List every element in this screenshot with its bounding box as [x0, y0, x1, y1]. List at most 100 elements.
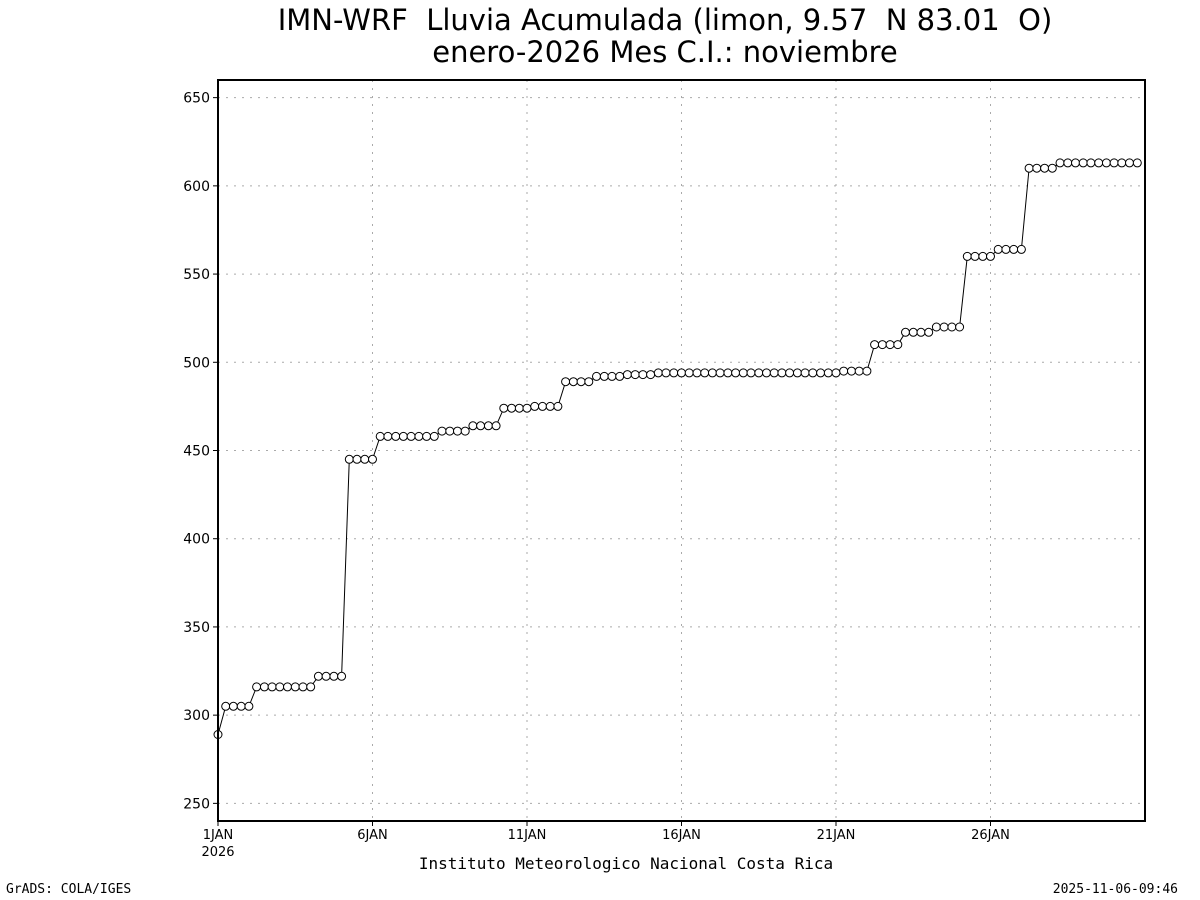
data-point [947, 322, 957, 332]
data-point [275, 682, 285, 692]
data-point [483, 421, 493, 431]
data-point [306, 682, 316, 692]
data-point [1125, 158, 1134, 168]
data-point [352, 454, 362, 464]
data-point [939, 322, 949, 332]
x-tick-label: 21JAN [817, 828, 856, 843]
data-point [538, 401, 547, 411]
data-point [769, 368, 779, 378]
data-point [870, 340, 880, 350]
data-point [700, 368, 710, 378]
data-point [885, 340, 895, 350]
data-point [499, 403, 509, 413]
data-point [638, 370, 648, 380]
data-point [738, 368, 748, 378]
data-point [839, 366, 849, 376]
data-point [368, 454, 377, 464]
data-point [1063, 158, 1073, 168]
grid-lines [218, 80, 1145, 821]
data-point [1101, 158, 1111, 168]
data-point [653, 368, 663, 378]
data-point [877, 340, 887, 350]
data-point [228, 701, 238, 711]
data-point [329, 671, 339, 681]
x-tick-label: 11JAN [508, 828, 547, 843]
data-point [592, 371, 601, 381]
data-point [545, 401, 555, 411]
y-tick-label: 650 [183, 91, 210, 107]
data-point [1132, 158, 1142, 168]
data-point [1001, 244, 1011, 254]
data-point [259, 682, 269, 692]
data-point [414, 431, 424, 441]
data-point [808, 368, 818, 378]
data-point [437, 426, 447, 436]
timestamp: 2025-11-06-09:46 [1052, 882, 1178, 897]
data-point [692, 368, 702, 378]
data-point [785, 368, 795, 378]
data-point [344, 454, 354, 464]
data-point [1047, 163, 1057, 173]
data-point [831, 368, 841, 378]
data-point [1055, 158, 1065, 168]
data-point [669, 368, 679, 378]
data-point [1086, 158, 1096, 168]
data-point [530, 401, 540, 411]
x-tick-label: 16JAN [662, 828, 701, 843]
y-tick-label: 500 [183, 355, 210, 371]
data-point [568, 377, 578, 387]
x-tick-sublabel: 2026 [201, 845, 234, 860]
data-point [468, 421, 478, 431]
data-point [955, 322, 965, 332]
plot-frame [217, 79, 1146, 822]
chart-subtitle: enero-2026 Mes C.I.: noviembre [432, 35, 898, 69]
data-point [599, 371, 609, 381]
data-point [615, 371, 625, 381]
data-point [746, 368, 756, 378]
data-point [375, 431, 385, 441]
data-point [707, 368, 717, 378]
data-point [1078, 158, 1088, 168]
data-point [429, 431, 439, 441]
data-point [731, 368, 741, 378]
data-point [476, 421, 486, 431]
data-point [221, 701, 231, 711]
data-point [816, 368, 826, 378]
data-point [715, 368, 725, 378]
data-point [553, 401, 563, 411]
data-point [406, 431, 416, 441]
data-point [491, 421, 501, 431]
data-point [762, 368, 771, 378]
axes: 250 300 350 400 450 500 550 600 650 1JAN 2026 6JAN 1… [183, 91, 1010, 860]
data-point [962, 251, 972, 261]
data-point [986, 251, 995, 261]
data-point [422, 431, 432, 441]
data-point [522, 403, 532, 413]
y-tick-label: 250 [183, 796, 210, 812]
data-point [993, 244, 1003, 254]
data-point [283, 682, 292, 692]
data-point [561, 377, 571, 387]
x-tick-label: 26JAN [971, 828, 1010, 843]
x-tick-label: 6JAN [357, 828, 388, 843]
data-point [1024, 163, 1034, 173]
data-point [290, 682, 300, 692]
x-axis-label: Instituto Meteorologico Nacional Costa R… [418, 854, 834, 873]
data-point [792, 368, 802, 378]
data-point [1032, 163, 1042, 173]
data-point [398, 431, 408, 441]
data-point [298, 682, 308, 692]
data-point [1016, 244, 1026, 254]
data-point [453, 426, 462, 436]
data-point [1009, 244, 1019, 254]
data-point [677, 368, 686, 378]
data-point [978, 251, 988, 261]
data-point [777, 368, 787, 378]
y-tick-label: 550 [183, 267, 210, 283]
data-point [607, 371, 617, 381]
data-point [646, 370, 656, 380]
data-point [754, 368, 764, 378]
data-point [460, 426, 470, 436]
data-point [862, 366, 872, 376]
